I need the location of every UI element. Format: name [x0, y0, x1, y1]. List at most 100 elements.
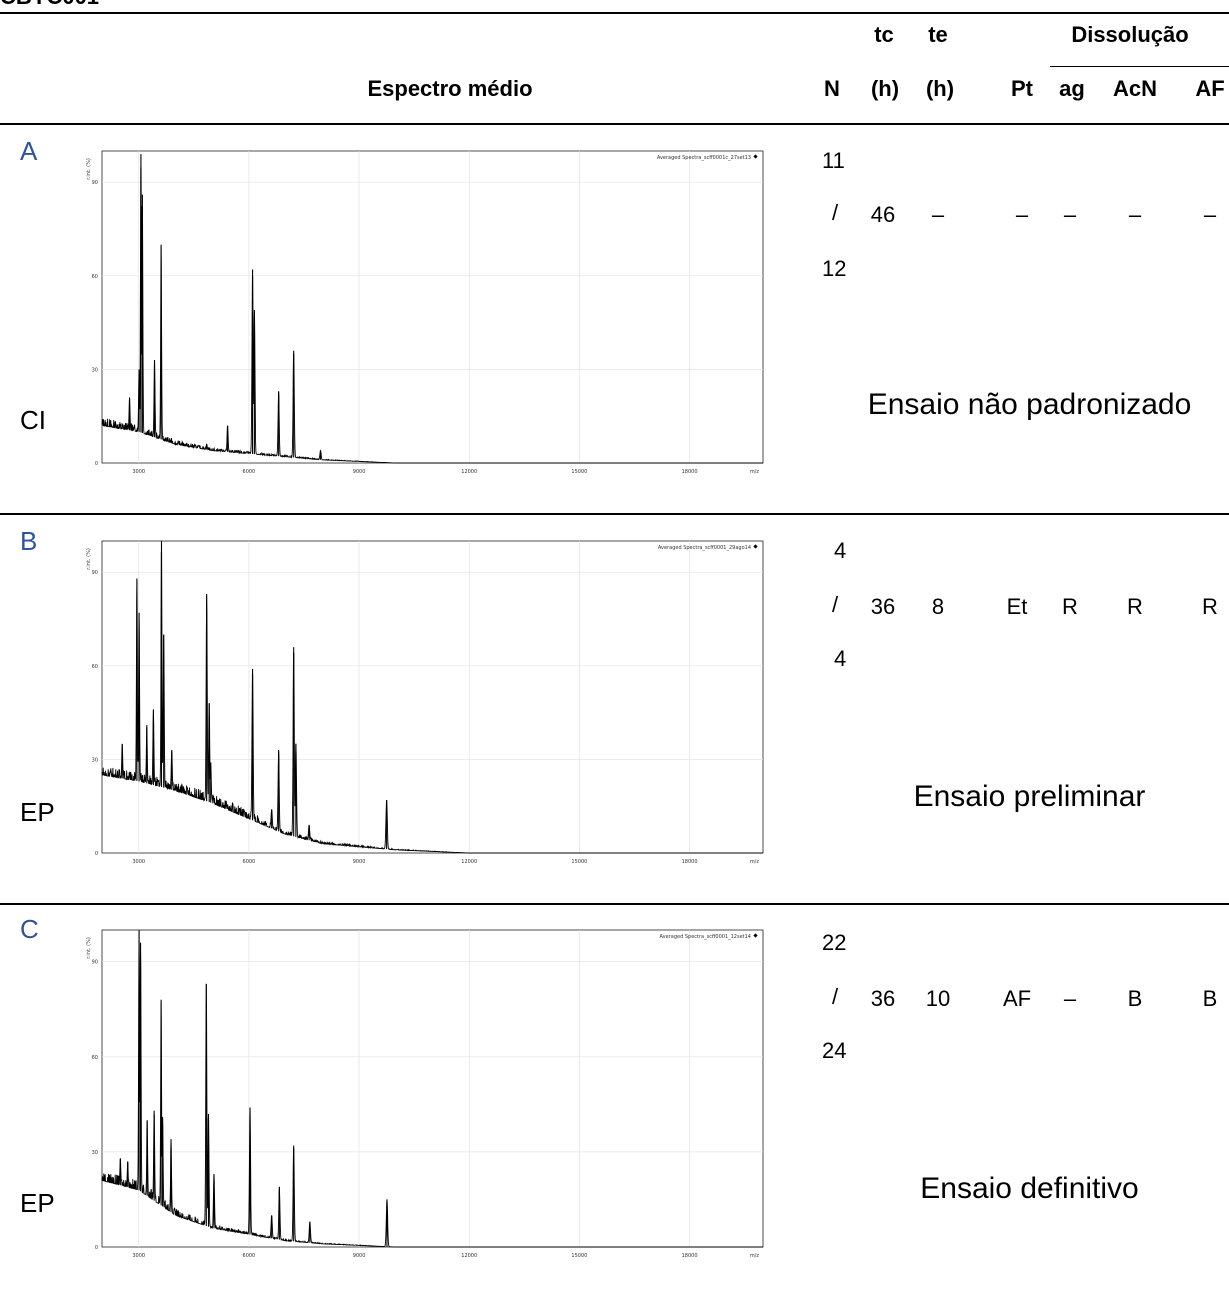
row-c-n-bottom: 24 [822, 1038, 847, 1063]
row-a-bottom-rule [0, 513, 1229, 515]
row-c-letter: C [20, 914, 39, 944]
dissolucao-underline [1050, 66, 1229, 67]
row-b-ag: R [1062, 594, 1078, 619]
spectrum-chart-c: 3000 6000 9000 12000 15000 18000 0 30 60 90r.int.… [86, 929, 764, 1259]
row-b-spectrum: 3000 6000 9000 12000 15000 18000 0 30 60 90 r.int.… [80, 533, 787, 873]
y-axis-label: r.int. (%) [86, 158, 92, 180]
row-c-n-top: 22 [822, 930, 847, 955]
y-tick-label: 30 [92, 367, 98, 373]
header-te-bottom: (h) [925, 76, 955, 101]
y-tick-label: 0 [95, 1245, 98, 1251]
y-tick-label: 90 [92, 960, 98, 966]
row-a-n-top: 11 [822, 148, 845, 173]
header-te-top: te [928, 22, 948, 47]
y-tick-label: 60 [92, 1055, 98, 1061]
y-tick-label: 60 [92, 274, 98, 280]
row-a-tc: 46 [870, 202, 896, 227]
y-axis-label: r.int. (%) [86, 937, 92, 959]
row-a-af: – [1203, 202, 1217, 227]
row-a-pt: – [1015, 202, 1029, 227]
row-b-te: 8 [931, 594, 945, 619]
row-b-n-top: 4 [834, 538, 847, 563]
x-tick-label: 3000 [132, 859, 145, 865]
x-tick-label: 15000 [571, 859, 587, 865]
row-c-description: Ensaio definitivo [920, 1172, 1139, 1205]
row-b-bottom-rule [0, 903, 1229, 905]
y-tick-label: 30 [92, 1150, 98, 1156]
x-tick-label: 12000 [461, 859, 477, 865]
spectrum-trace [101, 933, 763, 1248]
x-tick-label: 9000 [353, 1253, 366, 1259]
y-tick-label: 0 [95, 851, 98, 857]
row-a-label: CI [20, 405, 46, 435]
spectrum-legend: Averaged Spectra_scff0001c_27set13 [657, 155, 751, 161]
row-a-description: Ensaio não padronizado [867, 388, 1192, 421]
row-c-af: B [1202, 986, 1218, 1011]
spectrum-trace [101, 167, 763, 464]
row-c-ag: – [1063, 986, 1077, 1011]
row-b-pt: Et [1006, 594, 1028, 619]
x-tick-label: 6000 [243, 469, 256, 475]
x-tick-label: 18000 [682, 1253, 698, 1259]
row-c-spectrum: 3000 6000 9000 12000 15000 18000 0 30 60 90 r.int.… [80, 922, 787, 1267]
plot-frame [101, 540, 764, 854]
y-axis-label: r.int. (%) [86, 548, 92, 570]
top-cut-label: CBYC001 [0, 0, 99, 10]
header-acn: AcN [1112, 76, 1157, 101]
header-espectro: Espectro médio [367, 76, 533, 101]
plot-frame [101, 929, 764, 1248]
row-b-letter: B [20, 526, 38, 556]
legend-marker [753, 933, 758, 938]
x-tick-label: 9000 [353, 469, 366, 475]
x-tick-label: 9000 [353, 859, 366, 865]
row-c-tc: 36 [870, 986, 896, 1011]
x-axis-label: m/z [750, 1253, 760, 1259]
header-dissolucao: Dissolução [1071, 22, 1189, 47]
x-tick-label: 3000 [132, 469, 145, 475]
table-top-rule [0, 12, 1229, 14]
row-a-n-sep: / [832, 200, 839, 225]
x-tick-label: 12000 [461, 469, 477, 475]
row-b-acn: R [1127, 594, 1143, 619]
row-a-spectrum: 3000 6000 9000 12000 15000 18000 0 30 60 90 r.int.… [80, 143, 787, 483]
x-tick-label: 18000 [682, 859, 698, 865]
row-b-label: EP [20, 797, 55, 827]
row-c-acn: B [1127, 986, 1143, 1011]
y-tick-label: 90 [92, 570, 98, 576]
row-c-pt: AF [1002, 986, 1032, 1011]
header-pt: Pt [1011, 76, 1033, 101]
y-tick-label: 90 [92, 180, 98, 186]
x-tick-label: 12000 [461, 1253, 477, 1259]
spectrum-chart-a: 3000 6000 9000 12000 15000 18000 0 30 60 90r.int.… [86, 150, 764, 475]
row-c-n-sep: / [832, 984, 839, 1009]
row-c-label: EP [20, 1188, 55, 1218]
x-tick-label: 6000 [243, 859, 256, 865]
row-a-ag: – [1063, 202, 1077, 227]
row-a-te: – [931, 202, 945, 227]
header-af: AF [1195, 76, 1225, 101]
header-bottom-rule [0, 123, 1229, 125]
spectrum-trace [101, 551, 763, 854]
row-c-te: 10 [925, 986, 951, 1011]
spectrum-legend: Averaged Spectra_scff0001_29ago14 [658, 545, 751, 551]
header-tc-top: tc [874, 22, 894, 47]
x-tick-label: 18000 [682, 469, 698, 475]
y-tick-label: 0 [95, 461, 98, 467]
row-a-acn: – [1128, 202, 1142, 227]
header-tc-bottom: (h) [870, 76, 900, 101]
header-ag: ag [1059, 76, 1085, 101]
row-b-af: R [1202, 594, 1218, 619]
legend-marker [753, 544, 758, 549]
x-tick-label: 15000 [571, 469, 587, 475]
row-b-description: Ensaio preliminar [913, 780, 1146, 813]
row-b-n-sep: / [832, 592, 839, 617]
header-n: N [824, 76, 840, 101]
plot-frame [101, 150, 764, 464]
x-tick-label: 15000 [571, 1253, 587, 1259]
spectrum-chart-b: 3000 6000 9000 12000 15000 18000 0 30 60 90r.int.… [86, 540, 764, 865]
x-tick-label: 3000 [132, 1253, 145, 1259]
row-b-tc: 36 [870, 594, 896, 619]
row-b-n-bottom: 4 [834, 646, 847, 671]
y-tick-label: 30 [92, 757, 98, 763]
row-a-letter: A [20, 136, 38, 166]
